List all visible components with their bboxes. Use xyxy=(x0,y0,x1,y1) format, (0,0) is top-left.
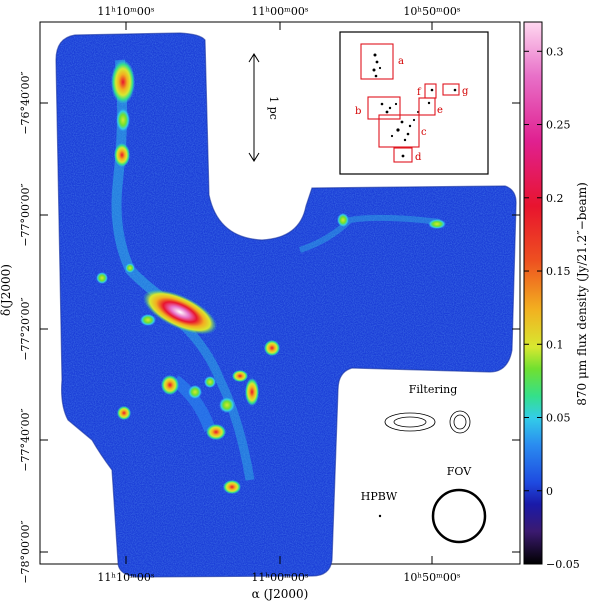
colorbar-tick-label: 0.25 xyxy=(546,119,571,132)
inset-map: a b c d e f g xyxy=(339,31,489,175)
colorbar: 0.3 0.25 0.2 0.15 0.1 0.05 0 −0.05 870 μm flux … xyxy=(523,21,589,571)
scale-bar-label: 1 pc xyxy=(267,96,280,120)
x-axis: 11ʰ10ᵐ00ˢ 11ʰ10ᵐ00ˢ 11ʰ00ᵐ00ˢ 11ʰ00ᵐ00ˢ 10ʰ5… xyxy=(97,5,460,584)
fov-circle xyxy=(431,488,487,544)
hpbw-beam xyxy=(378,514,382,518)
inset-label-b: b xyxy=(355,106,361,117)
filtering-annotation: Filtering xyxy=(384,383,471,434)
x-tick-label-top: 11ʰ10ᵐ00ˢ xyxy=(97,5,154,18)
fov-label: FOV xyxy=(447,465,472,478)
x-tick-label: 11ʰ10ᵐ00ˢ xyxy=(97,571,154,584)
colorbar-tick-label: 0.2 xyxy=(546,192,564,205)
y-axis: −76°40′00″ −77°00′00″ −77°20′00″ −77°40′00″… xyxy=(19,71,520,584)
x-tick-label-top: 11ʰ00ᵐ00ˢ xyxy=(251,5,308,18)
x-tick-label: 11ʰ00ᵐ00ˢ xyxy=(251,571,308,584)
scale-bar: 1 pc xyxy=(248,53,280,162)
colorbar-tick-label: 0 xyxy=(546,485,553,498)
y-tick-label: −78°00′00″ xyxy=(19,520,32,583)
inset-label-d: d xyxy=(415,152,422,163)
y-tick-label: −77°40′00″ xyxy=(19,408,32,471)
filtering-label: Filtering xyxy=(409,383,458,396)
colorbar-title: 870 μm flux density (Jy/21.2″−beam) xyxy=(575,182,589,406)
y-tick-label: −77°20′00″ xyxy=(19,297,32,360)
y-tick-label: −77°00′00″ xyxy=(19,183,32,246)
colorbar-tick-label: −0.05 xyxy=(546,558,580,571)
x-axis-title: α (J2000) xyxy=(252,587,309,601)
inset-label-e: e xyxy=(437,105,443,116)
colorbar-tick-label: 0.1 xyxy=(546,338,564,351)
x-tick-label: 10ʰ50ᵐ00ˢ xyxy=(403,571,460,584)
x-tick-label-top: 10ʰ50ᵐ00ˢ xyxy=(403,5,460,18)
y-tick-label: −76°40′00″ xyxy=(19,71,32,134)
y-axis-title: δ(J2000) xyxy=(0,264,13,316)
hpbw-label: HPBW xyxy=(361,490,398,503)
inset-label-g: g xyxy=(462,86,469,97)
inset-label-f: f xyxy=(417,87,422,98)
colorbar-tick-label: 0.3 xyxy=(546,45,564,58)
inset-label-a: a xyxy=(398,56,404,67)
colorbar-tick-label: 0.15 xyxy=(546,265,571,278)
colorbar-tick-label: 0.05 xyxy=(546,412,571,425)
inset-label-c: c xyxy=(421,127,427,138)
